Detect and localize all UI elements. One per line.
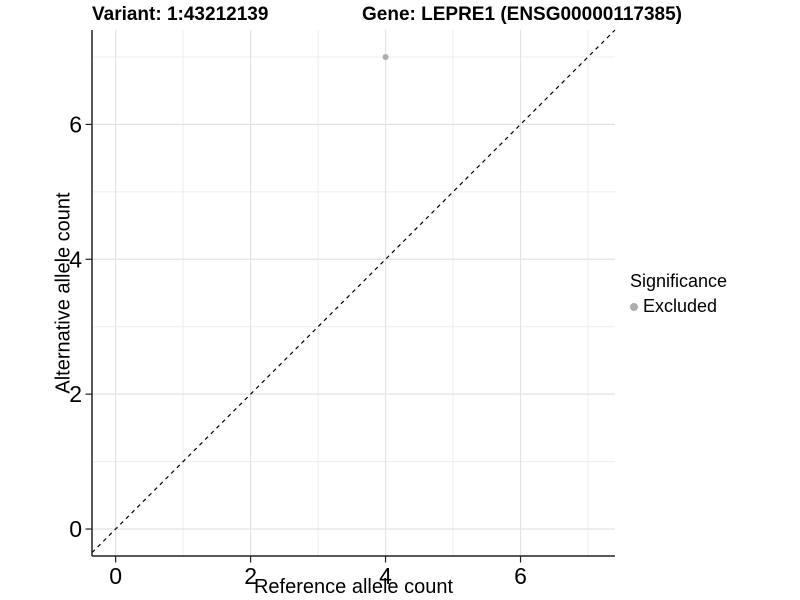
x-tick-label: 4 [379,563,392,589]
legend-title: Significance [630,271,728,291]
x-tick-label: 0 [109,563,122,589]
x-axis-title: Reference allele count [253,576,453,598]
plot-title-variant: Variant: 1:43212139 [92,4,269,25]
y-tick-label: 6 [69,111,82,137]
plot-title-gene: Gene: LEPRE1 (ENSG00000117385) [362,4,683,25]
legend: Significance Excluded [630,271,727,317]
y-tick-label: 2 [69,381,82,407]
x-tick-label: 2 [244,563,257,589]
legend-point-icon [630,302,638,311]
legend-item-label: Excluded [643,296,718,316]
identity-line [91,29,616,554]
y-axis-title: Alternative allele count [52,192,75,394]
data-point [382,53,389,60]
y-tick-label: 0 [69,516,82,542]
y-tick-label: 4 [69,246,82,272]
x-tick-label: 6 [514,563,527,589]
legend-item-excluded: Excluded [630,296,727,317]
